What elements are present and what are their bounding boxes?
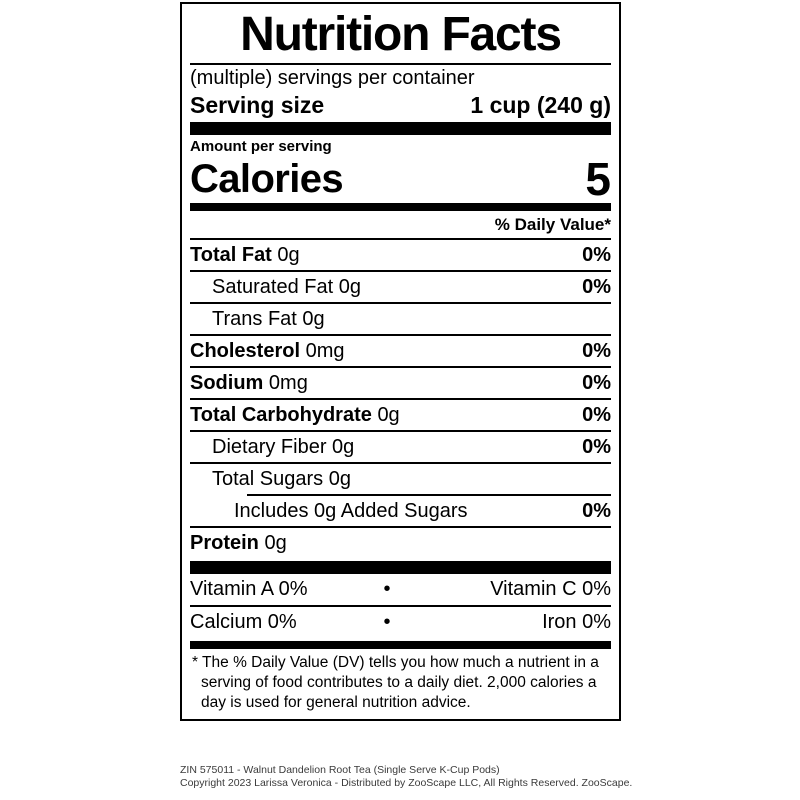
nutrition-facts-label: Nutrition Facts (multiple) servings per … — [180, 2, 621, 721]
table-row: Total Carbohydrate 0g 0% — [190, 400, 611, 430]
daily-value-footnote: * The % Daily Value (DV) tells you how m… — [192, 654, 599, 711]
nutrient-name: Includes 0g Added Sugars — [234, 500, 468, 522]
nutrient-name: Total Sugars — [212, 468, 324, 490]
nutrient-percent: 0% — [582, 404, 611, 426]
nutrient-name: Total Carbohydrate — [190, 404, 372, 426]
calcium-value: Calcium 0% — [190, 611, 297, 633]
nutrient-amount: 0g — [377, 404, 400, 426]
nutrient-name: Protein — [190, 532, 259, 554]
copyright-line: Copyright 2023 Larissa Veronica - Distri… — [180, 776, 633, 789]
page-title: Nutrition Facts — [240, 8, 562, 61]
bullet-separator-icon: • — [383, 611, 391, 633]
nutrient-percent: 0% — [582, 244, 611, 266]
row-divider — [190, 334, 611, 336]
divider-under-title — [190, 63, 611, 65]
table-row: Dietary Fiber 0g 0% — [190, 432, 611, 462]
table-row: Saturated Fat 0g 0% — [190, 272, 611, 302]
row-divider — [190, 462, 611, 464]
row-divider — [190, 366, 611, 368]
iron-value: Iron 0% — [542, 611, 611, 633]
vitamin-c-value: Vitamin C 0% — [490, 578, 611, 600]
divider-before-vitamins — [190, 561, 611, 574]
product-code-line: ZIN 575011 - Walnut Dandelion Root Tea (… — [180, 764, 500, 776]
table-row: Protein 0g — [190, 528, 611, 558]
nutrient-percent: 0% — [582, 372, 611, 394]
row-divider — [190, 398, 611, 400]
row-divider — [190, 302, 611, 304]
calories-label: Calories — [190, 157, 344, 201]
table-row: Vitamin A 0% • Vitamin C 0% — [190, 574, 611, 605]
nutrient-name: Total Fat — [190, 244, 272, 266]
nutrient-name: Saturated Fat — [212, 276, 334, 298]
nutrient-name: Trans Fat — [212, 308, 297, 330]
nutrient-amount: 0mg — [305, 340, 345, 362]
nutrient-amount: 0g — [338, 276, 361, 298]
row-divider — [190, 526, 611, 528]
divider-before-calories — [190, 122, 611, 135]
table-row: Total Fat 0g 0% — [190, 240, 611, 270]
row-divider — [190, 430, 611, 432]
nutrient-amount: 0g — [328, 468, 351, 490]
row-divider — [190, 605, 611, 607]
nutrient-amount: 0g — [264, 532, 287, 554]
bullet-separator-icon: • — [383, 578, 391, 600]
table-row: Total Sugars 0g — [190, 464, 611, 494]
credits-block: ZIN 575011 - Walnut Dandelion Root Tea (… — [180, 764, 640, 789]
table-row: Includes 0g Added Sugars 0% — [190, 496, 611, 526]
calories-row: Calories 5 — [190, 156, 611, 203]
serving-size-label: Serving size — [190, 92, 325, 118]
serving-size-value: 1 cup (240 g) — [470, 92, 611, 118]
nutrient-percent: 0% — [582, 436, 611, 458]
table-row: Calcium 0% • Iron 0% — [190, 607, 611, 638]
nutrient-amount: 0g — [302, 308, 325, 330]
calories-value: 5 — [585, 153, 611, 205]
row-divider — [190, 270, 611, 272]
divider-after-calories — [190, 203, 611, 211]
nutrient-percent: 0% — [582, 500, 611, 522]
divider-before-footnote — [190, 641, 611, 649]
nutrient-percent: 0% — [582, 276, 611, 298]
row-divider-indented — [247, 494, 611, 496]
serving-size-row: Serving size 1 cup (240 g) — [190, 91, 611, 122]
divider-before-nutrients — [190, 238, 611, 240]
nutrient-amount: 0mg — [268, 372, 308, 394]
vitamin-a-value: Vitamin A 0% — [190, 578, 308, 600]
amount-per-serving-label: Amount per serving — [190, 138, 332, 155]
nutrient-name: Dietary Fiber — [212, 436, 327, 458]
nutrient-name: Cholesterol — [190, 340, 301, 362]
nutrient-amount: 0g — [277, 244, 300, 266]
nutrient-name: Sodium — [190, 372, 264, 394]
daily-value-header: % Daily Value* — [494, 215, 611, 234]
nutrient-percent: 0% — [582, 340, 611, 362]
table-row: Sodium 0mg 0% — [190, 368, 611, 398]
table-row: Cholesterol 0mg 0% — [190, 336, 611, 366]
table-row: Trans Fat 0g — [190, 304, 611, 334]
servings-per-container: (multiple) servings per container — [190, 67, 475, 89]
nutrient-amount: 0g — [332, 436, 355, 458]
